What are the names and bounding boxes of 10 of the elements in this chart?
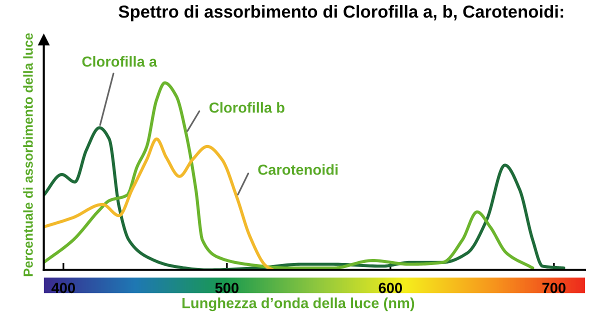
x-tick-label: 400 — [51, 282, 75, 294]
x-tick-label: 600 — [378, 282, 402, 294]
y-axis-title: Percentuale di assorbimento della luce — [23, 33, 33, 276]
x-tick-label: 500 — [215, 282, 238, 294]
text: Clorofilla a — [82, 56, 158, 67]
x-tick-label: 700 — [542, 282, 566, 294]
series-label: Clorofilla b — [209, 102, 284, 113]
x-axis-title: Lunghezza d’onda della luce (nm) — [182, 297, 414, 312]
chart-title: Spettro di assorbimento di Clorofilla a, b, Carotenoidi: — [118, 5, 564, 22]
series-label: Carotenoidi — [258, 164, 338, 175]
